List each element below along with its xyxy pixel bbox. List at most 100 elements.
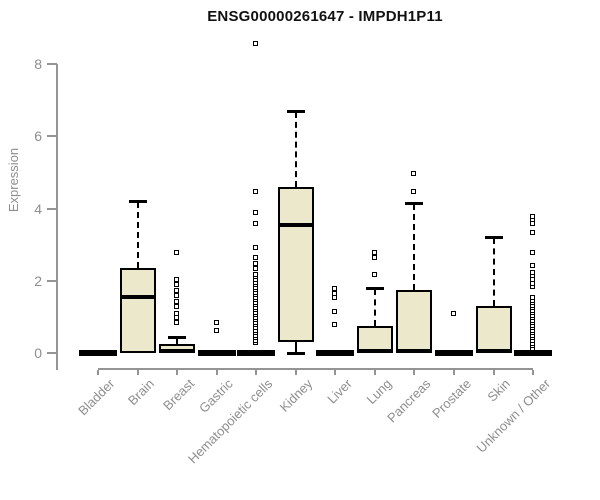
outlier-point (174, 298, 180, 304)
upper-whisker-cap (365, 287, 384, 291)
box (396, 289, 433, 353)
outlier-point (253, 210, 259, 216)
box (356, 325, 393, 353)
upper-whisker (136, 202, 139, 269)
x-tick (294, 370, 297, 375)
outlier-point (411, 170, 417, 176)
outlier-point (450, 311, 456, 317)
x-tick (136, 370, 139, 375)
median-line (161, 349, 194, 354)
upper-whisker-cap (484, 236, 503, 240)
outlier-point (530, 213, 536, 219)
flat-box (514, 350, 553, 356)
outlier-point (174, 287, 180, 293)
outlier-point (213, 327, 219, 333)
outlier-point (253, 221, 259, 227)
outlier-point (213, 320, 219, 326)
x-tick-label: Prostate (428, 376, 474, 421)
median-line (477, 349, 510, 354)
outlier-point (371, 249, 377, 255)
x-axis-line (98, 368, 534, 370)
upper-whisker-cap (286, 110, 305, 114)
y-tick (47, 135, 57, 138)
outlier-point (371, 255, 377, 261)
y-tick (47, 207, 57, 210)
median-line (279, 222, 312, 227)
outlier-point (174, 293, 180, 299)
x-tick (532, 370, 535, 375)
x-tick (492, 370, 495, 375)
upper-whisker (413, 204, 416, 290)
x-tick-label: Kidney (276, 376, 316, 415)
upper-whisker-cap (168, 335, 187, 339)
outlier-point (411, 188, 417, 194)
outlier-point (253, 260, 259, 266)
outlier-point (530, 262, 536, 268)
outlier-point (253, 255, 259, 261)
outlier-point (174, 249, 180, 255)
x-tick-label: Lung (363, 376, 395, 408)
box (277, 186, 314, 343)
x-tick-label: Skin (484, 376, 514, 405)
outlier-point (371, 271, 377, 277)
x-tick (334, 370, 337, 375)
box (475, 306, 512, 353)
upper-whisker (373, 289, 376, 326)
median-line (121, 295, 154, 300)
upper-whisker (176, 337, 179, 344)
x-tick-label: Breast (159, 376, 197, 414)
median-line (358, 349, 391, 354)
x-tick-label: Brain (125, 376, 158, 409)
x-tick-label: Bladder (75, 376, 118, 419)
outlier-point (332, 291, 338, 297)
outlier-point (332, 309, 338, 315)
y-tick-label: 6 (34, 128, 42, 145)
outlier-point (253, 266, 259, 272)
outlier-point (332, 286, 338, 292)
flat-box (197, 350, 236, 356)
lower-whisker-cap (286, 352, 305, 355)
x-tick (413, 370, 416, 375)
y-tick-label: 2 (34, 272, 42, 289)
outlier-point (253, 271, 259, 277)
y-tick (47, 279, 57, 282)
y-tick (47, 63, 57, 66)
flat-box (434, 350, 473, 356)
y-tick (47, 352, 57, 354)
median-line (398, 349, 431, 354)
outlier-point (530, 249, 536, 255)
outlier-point (253, 40, 259, 46)
outlier-point (174, 320, 180, 326)
box (119, 268, 156, 353)
y-tick-label: 0 (34, 345, 42, 361)
x-tick-label: Liver (324, 376, 355, 407)
x-tick (97, 370, 99, 375)
chart-title: ENSG00000261647 - IMPDH1P11 (207, 8, 443, 25)
outlier-point (253, 188, 259, 194)
outlier-point (530, 230, 536, 236)
x-tick (176, 370, 179, 375)
outlier-point (174, 304, 180, 310)
x-tick-label: Unknown / Other (473, 376, 553, 456)
upper-whisker (294, 112, 297, 187)
x-tick (373, 370, 376, 375)
flat-box (237, 350, 276, 356)
outlier-point (174, 311, 180, 317)
x-tick (255, 370, 258, 375)
outlier-point (174, 282, 180, 288)
y-tick-label: 8 (34, 56, 42, 73)
flat-box (316, 350, 355, 356)
upper-whisker-cap (405, 202, 424, 206)
outlier-point (530, 295, 536, 301)
lower-whisker (294, 342, 297, 352)
upper-whisker (492, 238, 495, 307)
outlier-point (332, 322, 338, 328)
outlier-point (253, 244, 259, 250)
y-tick-label: 4 (34, 200, 42, 217)
outlier-point (174, 276, 180, 282)
y-axis-line (56, 64, 58, 370)
x-tick (215, 370, 218, 375)
upper-whisker-cap (128, 200, 147, 204)
